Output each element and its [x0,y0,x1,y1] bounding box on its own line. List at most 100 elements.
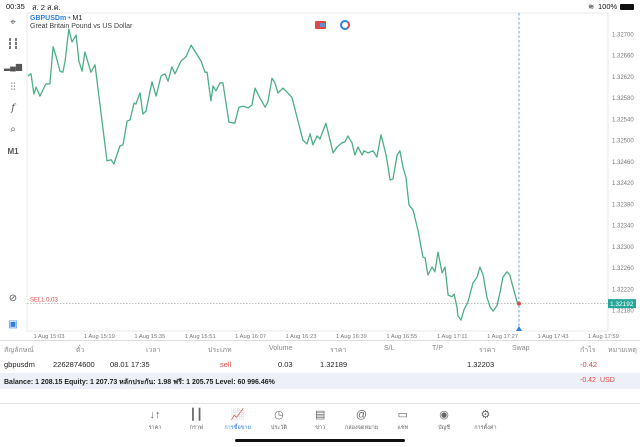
news-icon: ▤ [314,409,326,421]
price-tick-label: 1.32580 [612,96,634,102]
time-tick-label: 1 Aug 17:59 [588,334,619,340]
time-tick-label: 1 Aug 16:07 [235,334,266,340]
time-tick-label: 1 Aug 16:55 [386,334,417,340]
price-tick-label: 1.32540 [612,117,634,123]
summary-currency: USD [600,377,615,384]
status-date: ส. 2 ส.ค. [32,3,61,12]
time-axis: 1 Aug 15:03 1 Aug 15:19 1 Aug 15:35 1 Aug 1… [34,334,619,340]
time-tick-label: 1 Aug 15:19 [84,334,115,340]
col-tp: T/P [432,345,443,352]
tab-label: ข่าว [315,425,326,431]
price-tick-label: 1.32340 [612,224,634,230]
price-tick-label: 1.32700 [612,33,634,39]
tab-label: กล่องจดหมาย [344,425,379,431]
tab-chart[interactable]: ┃┃ กราฟ [176,408,216,432]
summary-profit: -0.42 [580,377,596,384]
account-summary: Balance: 1 208.15 Equity: 1 207.73 หลักป… [0,373,640,389]
price-tick-label: 1.32460 [612,160,634,166]
tab-trade[interactable]: 📈 การซื้อขาย [218,408,258,432]
wifi-icon: ≋ [588,2,595,11]
time-tick-label: 1 Aug 15:51 [185,334,216,340]
arrows-icon: ↓↑ [149,409,161,421]
tab-news[interactable]: ▤ ข่าว [300,408,340,432]
current-bar-marker-icon [515,326,522,331]
tab-account[interactable]: ◉ บัญชี [424,408,464,432]
objects-icon[interactable]: ⌕ [10,124,16,135]
home-indicator [235,439,405,442]
tab-label: ราคา [148,425,162,431]
function-icon[interactable]: f [11,103,15,114]
row-profit: -0.42 [580,360,598,369]
indicators-icon[interactable]: ⫶⫶ [10,82,16,93]
chart-title: GBPUSDm • M1 [30,15,83,22]
trade-chart-icon: 📈 [230,409,245,421]
col-symbol: สัญลักษณ์ [4,347,34,354]
chart-frame [26,12,609,332]
price-tick-label: 1.32180 [612,309,634,315]
time-tick-label: 1 Aug 16:39 [336,334,367,340]
chart-type-icon[interactable]: ┇┇ [6,39,20,50]
tab-label: กราฟ [189,425,203,431]
price-tick-label: 1.32300 [612,245,634,251]
account-icon: ◉ [439,409,449,421]
price-tick-label: 1.32500 [612,139,634,145]
time-tick-label: 1 Aug 15:03 [34,334,65,340]
price-tick-label: 1.32220 [612,287,634,293]
col-comment: หมายเหตุ [608,347,637,354]
status-time: 00:35 [6,2,25,11]
battery-level: 100% [598,2,618,11]
crosshair-icon[interactable]: ⌖ [10,17,16,28]
tab-chat[interactable]: ▭ แชท [383,408,423,432]
price-line [27,28,520,321]
row-time: 08.01 17:35 [110,360,150,369]
col-volume: Volume [269,345,293,352]
price-tick-label: 1.32380 [612,202,634,208]
col-sl: S/L [384,345,395,352]
one-click-trading-icon[interactable]: ▣ [8,319,18,330]
price-tick-label: 1.32260 [612,266,634,272]
zoom-chart-icon[interactable]: ⊘ [8,293,18,304]
col-type: ประเภท [208,347,232,354]
chart-timeframe: M1 [72,15,83,22]
tab-settings[interactable]: ⚙ การตั้งค่า [465,408,505,432]
col-swap: Swap [512,345,530,352]
gear-icon: ⚙ [480,409,491,421]
col-open-price: ราคา [330,347,347,354]
row-type: sell [220,360,232,369]
col-price: ราคา [479,347,496,354]
mailbox-icon: @ [355,409,368,421]
chart-symbol: GBPUSDm [30,15,67,22]
row-price: 1.32203 [467,360,495,369]
time-tick-label: 1 Aug 17:43 [538,334,569,340]
one-click-trade-icon[interactable] [340,20,350,30]
col-time: เวลา [146,347,161,354]
time-tick-label: 1 Aug 17:11 [437,334,468,340]
candles-icon: ┃┃ [189,409,203,421]
battery-icon [620,4,634,10]
volume-icon[interactable]: ▂▄▆ [4,62,22,71]
tab-history[interactable]: ◷ ประวัติ [259,408,299,432]
timeframe-button[interactable]: M1 [7,147,19,156]
chart-description: Great Britain Pound vs US Dollar [30,23,133,30]
tab-label: แชท [397,425,409,431]
chat-icon: ▭ [397,409,408,421]
tab-prices[interactable]: ↓↑ ราคา [135,408,175,432]
position-label: SELL 0.03 [30,298,58,304]
summary-text: Balance: 1 208.15 Equity: 1 207.73 หลักป… [4,379,275,386]
row-open-price: 1.32189 [320,360,348,369]
sell-quick-button[interactable] [315,21,326,29]
tab-label: การซื้อขาย [224,425,251,431]
time-tick-label: 1 Aug 15:35 [134,334,165,340]
tab-mailbox[interactable]: @ กล่องจดหมาย [342,408,382,432]
position-marker [516,301,521,306]
col-ticket: ตั๋ว [76,347,85,354]
price-axis: 1.32700 1.32660 1.32620 1.32580 1.32540 1.325… [612,33,634,315]
price-chart[interactable]: 1.32700 1.32660 1.32620 1.32580 1.32540 1.325… [0,0,640,345]
row-symbol: gbpusdm [4,360,35,369]
history-icon: ◷ [274,409,284,421]
row-volume: 0.03 [278,360,293,369]
price-tick-label: 1.32420 [612,181,634,187]
current-price-badge [608,299,636,309]
tab-label: การตั้งค่า [474,425,497,431]
tab-label: ประวัติ [270,425,287,431]
